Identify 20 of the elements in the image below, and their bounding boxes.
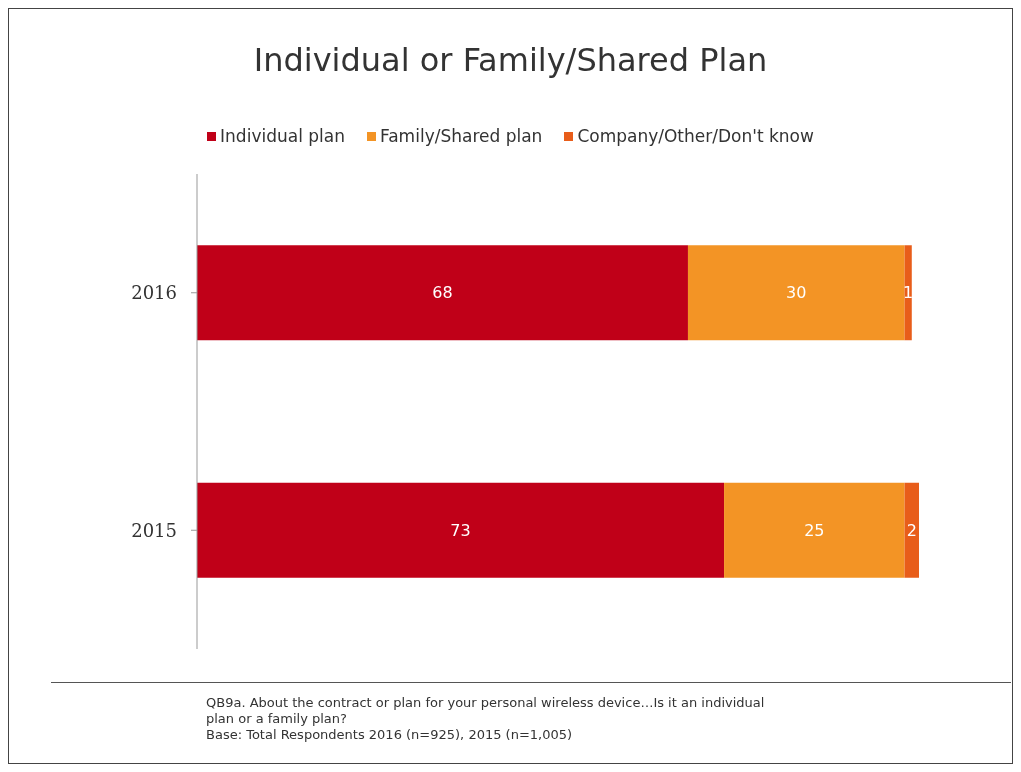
bar	[197, 245, 688, 341]
y-tick-label: 2015	[131, 519, 177, 541]
data-label: 73	[450, 520, 471, 540]
data-label: 68	[432, 283, 453, 303]
legend-label: Individual plan	[220, 126, 345, 146]
bar	[724, 482, 905, 578]
legend-label: Family/Shared plan	[379, 126, 543, 146]
text: QB9a. About the contract or plan for your personal wireless device…Is it an individual plan or a family plan?	[206, 695, 766, 727]
data-label: 2	[906, 520, 917, 540]
data-label: 30	[786, 283, 807, 303]
data-label: 25	[804, 520, 825, 540]
data-label: 1	[903, 283, 914, 303]
text: Base: Total Respondents 2016 (n=925), 2015 (n=1,005)	[206, 727, 574, 743]
bar	[904, 482, 919, 578]
legend-label: Company/Other/Don't know	[577, 126, 814, 146]
chart-title: Individual or Family/Shared Plan	[252, 41, 769, 79]
bar	[904, 245, 912, 341]
bar	[687, 245, 905, 341]
y-tick-label: 2016	[131, 282, 177, 304]
bar	[197, 482, 725, 578]
